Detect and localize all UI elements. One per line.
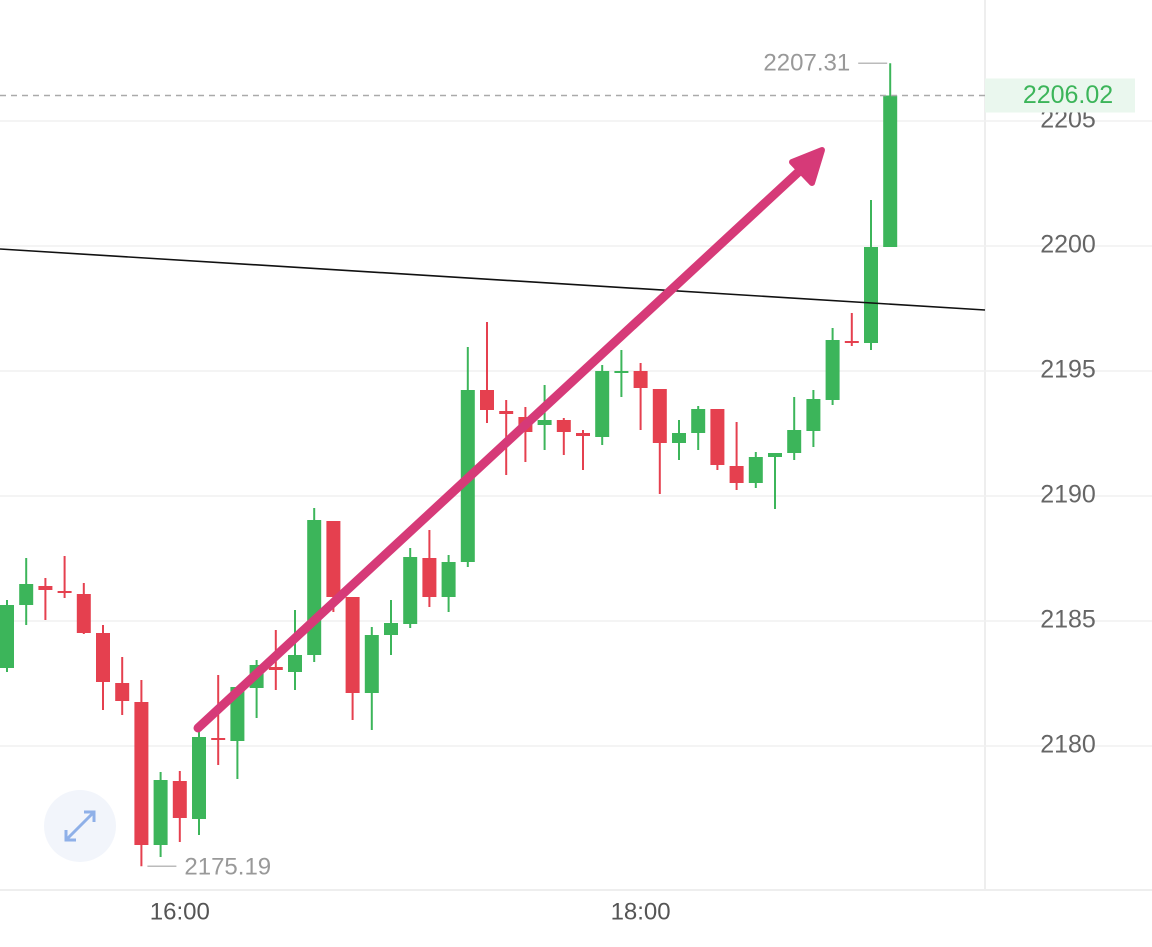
- candle-body: [595, 371, 610, 437]
- candle-body: [748, 457, 763, 483]
- y-tick-label: 2190: [1040, 481, 1096, 509]
- candle-body: [19, 584, 34, 605]
- y-tick-label: 2185: [1040, 606, 1096, 634]
- candle-body: [652, 389, 667, 443]
- candle-body: [76, 594, 91, 633]
- candle-body: [537, 420, 552, 425]
- candle-body: [864, 247, 878, 343]
- expand-icon[interactable]: [64, 810, 96, 842]
- y-tick-label: 2200: [1040, 231, 1096, 259]
- candle-body: [403, 557, 418, 624]
- expand-button[interactable]: [44, 790, 116, 862]
- arrow-head: [789, 147, 825, 186]
- x-tick-label: 16:00: [150, 898, 210, 925]
- arrow-shaft: [193, 160, 811, 733]
- candle-body: [153, 780, 168, 845]
- candle-body: [480, 390, 494, 410]
- candle-body: [556, 420, 571, 432]
- candle-body: [345, 597, 360, 693]
- max-label: 2207.31: [763, 50, 850, 77]
- candle-body: [825, 340, 840, 400]
- candle-body: [633, 371, 648, 388]
- candle-body: [441, 562, 456, 597]
- candle-body: [211, 738, 226, 740]
- candle-body: [115, 683, 130, 701]
- candle-body: [672, 433, 686, 443]
- candle-body: [710, 409, 725, 465]
- candle-body: [38, 586, 53, 590]
- candle-body: [499, 411, 514, 414]
- candle-body: [288, 655, 302, 672]
- candle-body: [787, 430, 802, 453]
- y-tick-label: 2195: [1040, 356, 1096, 384]
- candle-body: [729, 466, 744, 483]
- candle-body: [364, 635, 379, 693]
- candle-body: [134, 702, 149, 845]
- x-tick-label: 18:00: [611, 898, 671, 925]
- candle-body: [172, 781, 187, 818]
- candle-body: [192, 737, 206, 819]
- last-price-label: 2206.02: [1023, 81, 1113, 109]
- candle-body: [326, 521, 341, 597]
- y-tick-label: 2180: [1040, 731, 1096, 759]
- candle-body: [691, 409, 706, 433]
- candle-body: [0, 605, 14, 668]
- candle-body: [883, 95, 898, 247]
- last-price-bg: [985, 78, 1135, 113]
- candle-body: [576, 433, 590, 436]
- drawn-trend-line: [0, 248, 986, 311]
- candle-body: [806, 399, 821, 431]
- candle-body: [844, 341, 859, 343]
- candle-body: [768, 453, 782, 457]
- min-label: 2175.19: [184, 854, 271, 881]
- candle-body: [57, 591, 72, 593]
- candle-body: [422, 558, 437, 597]
- candle-body: [268, 667, 283, 670]
- candle-body: [307, 520, 322, 655]
- candle-body: [614, 371, 629, 373]
- candle-body: [384, 623, 398, 635]
- drawn-arrow: [193, 147, 825, 733]
- candle-body: [96, 633, 110, 682]
